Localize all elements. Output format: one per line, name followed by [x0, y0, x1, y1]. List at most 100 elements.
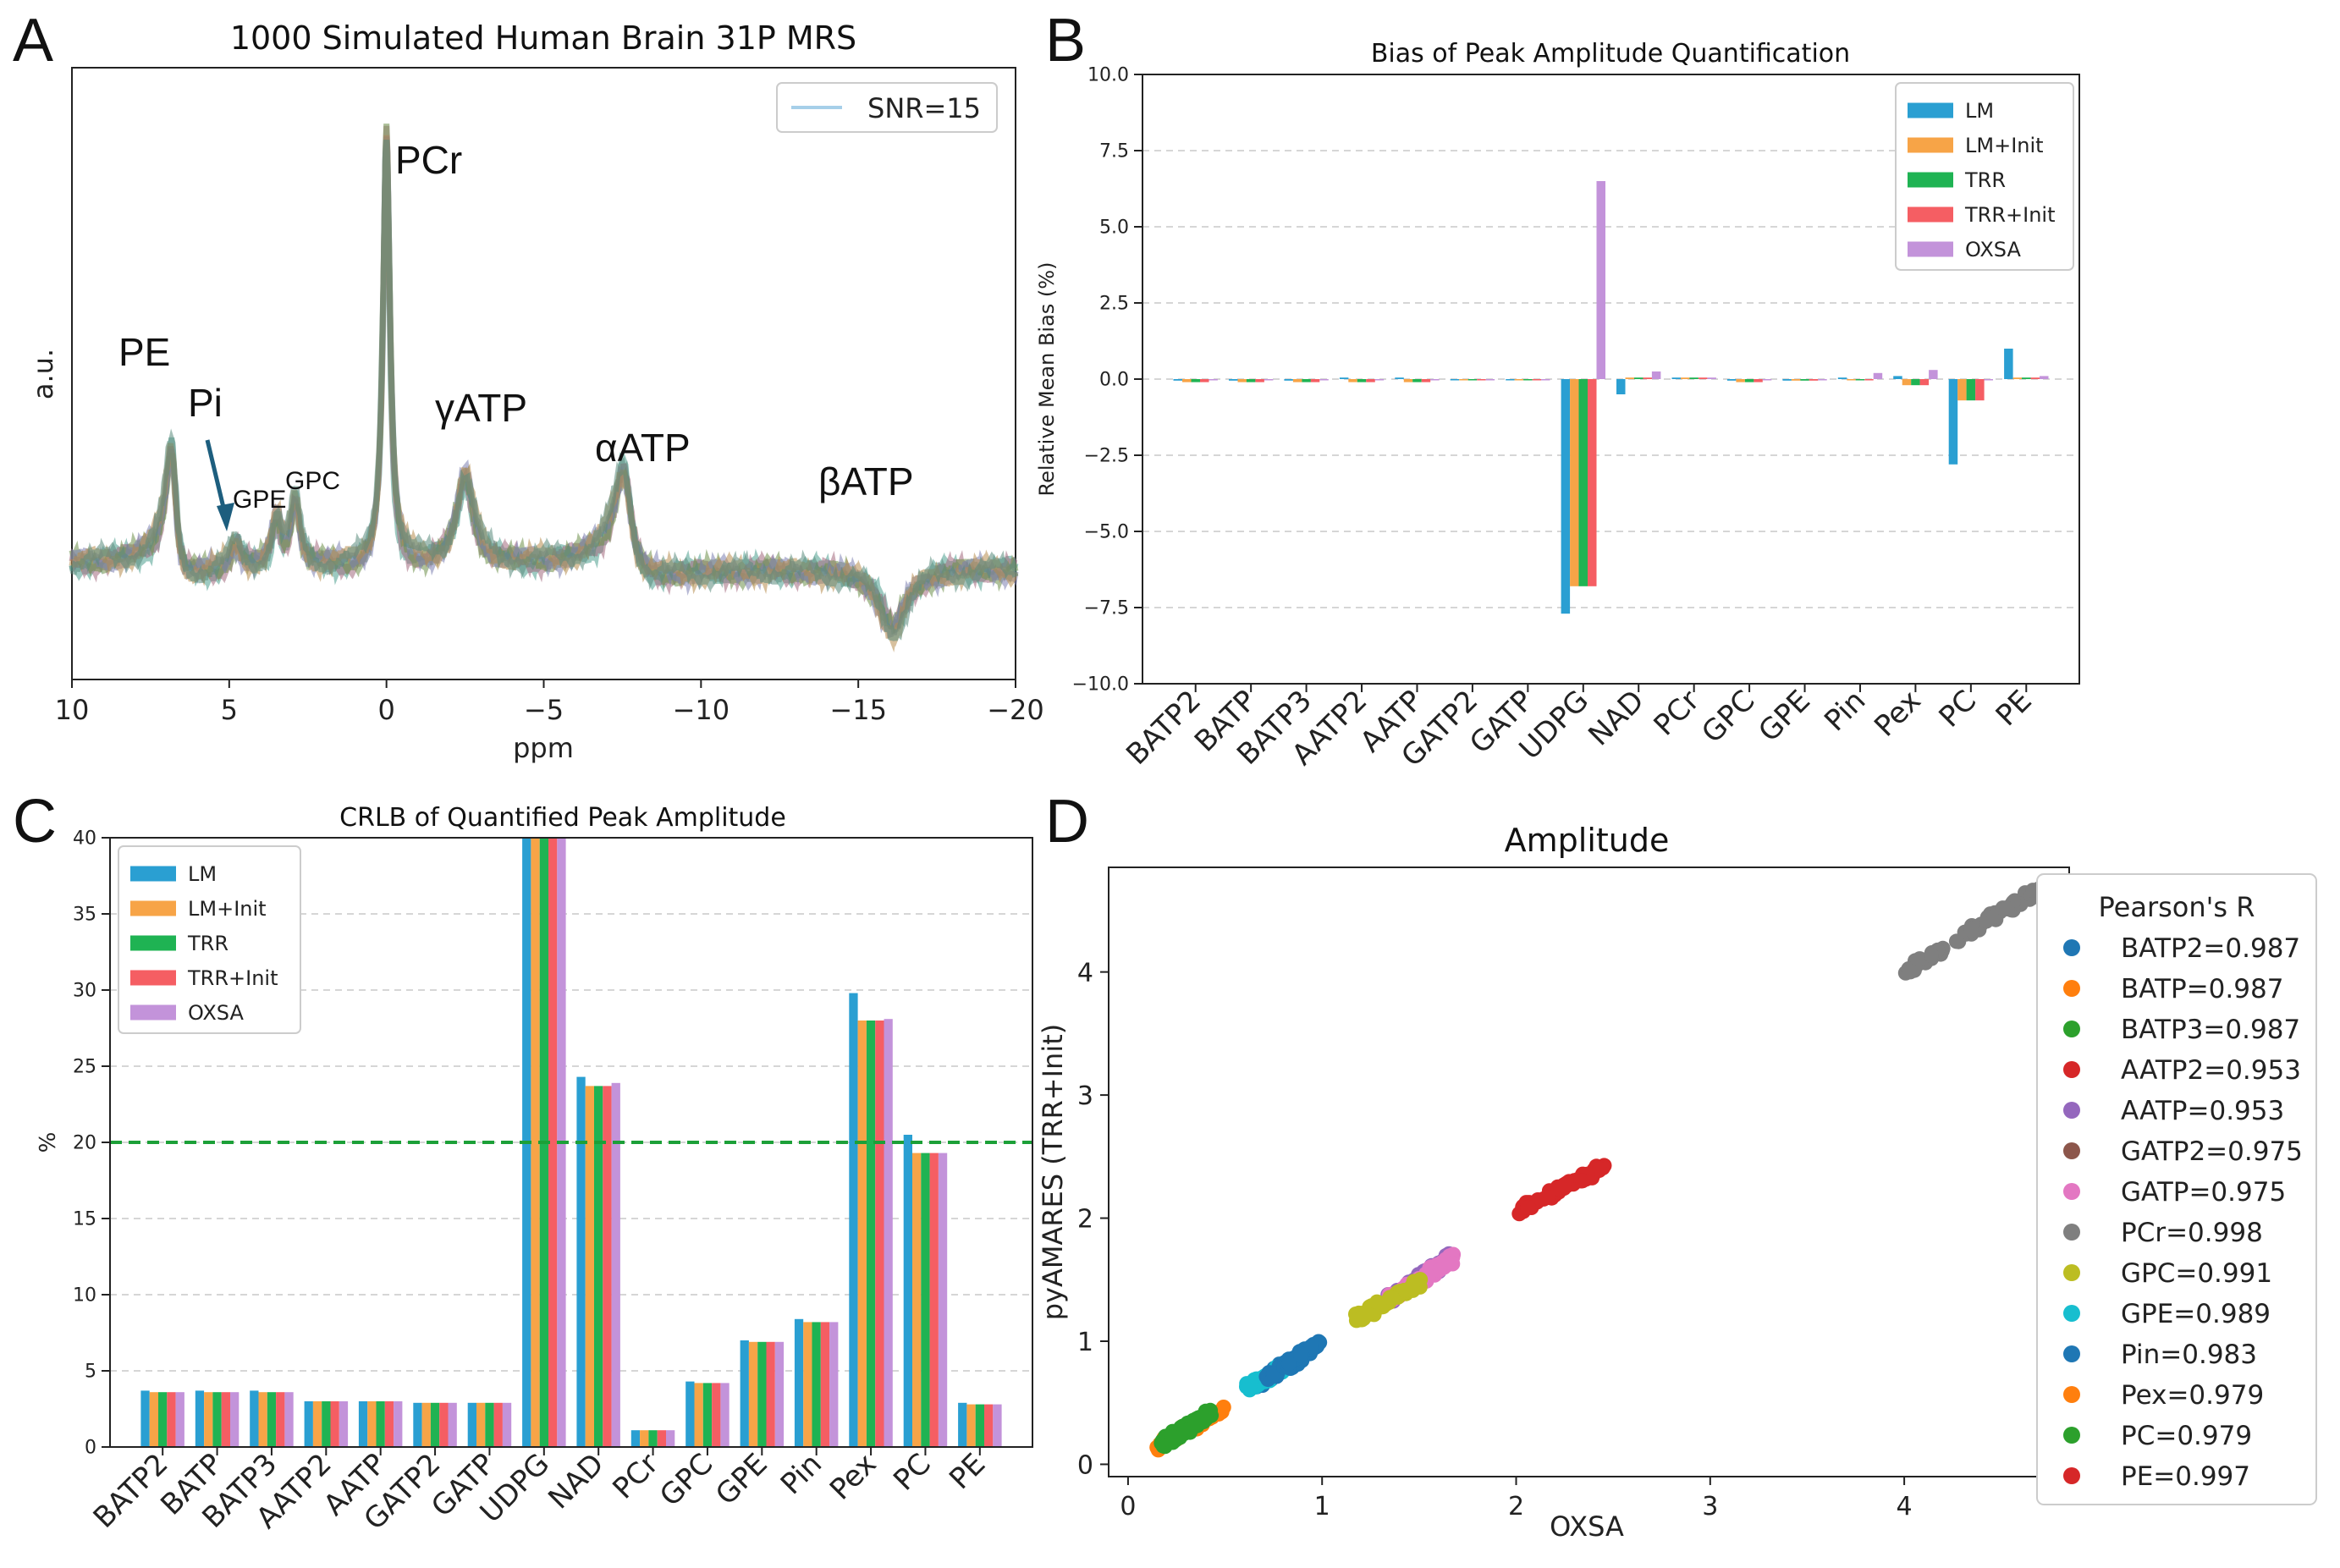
bar-trr-pex — [866, 1021, 876, 1447]
bar-oxsa-gatp2 — [1485, 379, 1495, 381]
legend-label-pe: PE=0.997 — [2121, 1461, 2250, 1492]
panel-a-x-ticks: 10 5 0 −5 −10 −15 −20 — [55, 679, 1044, 726]
panel-c-title: CRLB of Quantified Peak Amplitude — [339, 803, 786, 833]
bar-lm-init-gpe — [1791, 379, 1801, 381]
y-tick-label: 35 — [73, 905, 96, 926]
bar-lm-gatp2 — [413, 1402, 422, 1447]
bar-oxsa-pin — [829, 1322, 839, 1447]
point-pin — [1293, 1347, 1308, 1363]
bar-lm-init-pex — [1902, 379, 1912, 386]
bar-lm-batp3 — [1284, 379, 1293, 381]
bar-trr-init-udpg — [1588, 379, 1597, 586]
bar-trr-gpe — [1800, 379, 1809, 381]
bar-trr-init-aatp — [384, 1401, 394, 1447]
panel-a-x-tick-label: 0 — [377, 694, 394, 726]
bar-lm-init-gatp — [1514, 379, 1524, 381]
point-pe — [1592, 1161, 1608, 1177]
bar-trr-init-pc — [1975, 379, 1985, 401]
legend-label-batp2: BATP2=0.987 — [2121, 933, 2300, 964]
peak-label-pe: PE — [118, 330, 170, 374]
bar-lm-init-udpg — [531, 838, 540, 1447]
x-tick-label-pc: PC — [887, 1447, 938, 1498]
bar-lm-pin — [1837, 377, 1847, 379]
bar-trr-init-batp3 — [1310, 379, 1320, 382]
legend-label-trr: TRR — [1964, 168, 2006, 192]
panel-a-x-tick-label: −20 — [987, 694, 1044, 726]
bar-lm-nad — [576, 1076, 586, 1447]
y-tick-label: 20 — [73, 1133, 96, 1154]
bar-trr-aatp — [1412, 379, 1422, 382]
panel-c-crlb-chart: CRLB of Quantified Peak Amplitude 0 5 10 15… — [36, 803, 1033, 1537]
bar-trr-gpe — [757, 1341, 767, 1447]
panel-letter-d: D — [1045, 788, 1089, 856]
bar-trr-init-gatp — [1532, 379, 1542, 381]
bar-trr-batp3 — [267, 1392, 277, 1447]
panel-d-x-tick-label: 1 — [1314, 1492, 1330, 1521]
panel-a-legend-label: SNR=15 — [867, 92, 981, 124]
legend-swatch-lm — [130, 866, 176, 882]
bar-lm-init-aatp — [1403, 379, 1413, 382]
legend-label-batp3: BATP3=0.987 — [2121, 1015, 2300, 1045]
panel-a-x-tick-label: 5 — [221, 694, 238, 726]
bar-trr-init-aatp2 — [330, 1401, 339, 1447]
bar-trr-nad — [1634, 377, 1644, 379]
panel-a-spectrum-chart: 1000 Simulated Human Brain 31P MRS 10 5 0 −… — [27, 19, 1044, 764]
y-tick-label: −10.0 — [1072, 674, 1129, 696]
bar-trr-pin — [812, 1322, 821, 1447]
legend-label-aatp: AATP=0.953 — [2121, 1096, 2284, 1126]
x-tick-label-pe: PE — [1990, 684, 2039, 733]
legend-swatch-trr-init — [1908, 206, 1953, 223]
bar-lm-pe — [2004, 349, 2013, 379]
panel-a-legend: SNR=15 — [776, 82, 998, 133]
legend-swatch-oxsa — [1908, 241, 1953, 257]
point-pc — [1164, 1429, 1181, 1445]
legend-label-batp: BATP=0.987 — [2121, 974, 2283, 1004]
bar-lm-init-pe — [2012, 377, 2023, 379]
bar-trr-init-batp2 — [1200, 379, 1209, 382]
bar-trr-init-pe — [984, 1404, 994, 1447]
bar-trr-init-nad — [603, 1086, 612, 1447]
bar-trr-init-gatp2 — [439, 1402, 449, 1447]
bar-lm-init-udpg — [1570, 379, 1579, 586]
bar-lm-init-pcr — [1681, 377, 1690, 379]
panel-b-bias-chart: Bias of Peak Amplitude Quantification −1… — [1035, 39, 2080, 773]
y-tick-label: 2.5 — [1099, 294, 1129, 315]
panel-b-x-ticks: BATP2BATPBATP3AATP2AATPGATP2GATPUDPGNADP… — [1120, 684, 2039, 773]
y-tick-label: 7.5 — [1099, 141, 1129, 162]
panel-b-legend: LM LM+Init TRR TRR+Init OXSA — [1895, 82, 2074, 271]
spectrum-trace-5 — [69, 139, 1019, 641]
bar-trr-init-udpg — [548, 838, 558, 1447]
legend-label-pex: Pex=0.979 — [2121, 1380, 2264, 1411]
panel-d-x-tick-label: 3 — [1702, 1492, 1718, 1521]
bar-trr-init-gpe — [766, 1341, 775, 1447]
y-tick-label: −7.5 — [1084, 598, 1129, 619]
bar-trr-init-pex — [1919, 379, 1930, 386]
peak-label-gpc: GPC — [285, 467, 340, 495]
legend-label-oxsa: OXSA — [1965, 238, 2021, 261]
bar-lm-init-pin — [803, 1322, 812, 1447]
bar-trr-pcr — [648, 1430, 658, 1447]
point-pcr — [1999, 901, 2015, 916]
legend-marker-aatp — [2063, 1102, 2080, 1119]
bar-lm-aatp — [358, 1401, 368, 1447]
bar-lm-init-pc — [912, 1153, 922, 1447]
panel-d-y-label: pyAMARES (TRR+Init) — [1037, 1024, 1069, 1321]
bar-trr-init-pcr — [657, 1430, 666, 1447]
panel-a-x-tick-label: 10 — [55, 694, 90, 726]
panel-d-x-label: OXSA — [1550, 1510, 1624, 1543]
bar-oxsa-gatp2 — [448, 1402, 457, 1447]
legend-box — [118, 845, 301, 1034]
bar-lm-aatp — [1395, 377, 1404, 379]
bar-trr-batp2 — [1191, 379, 1200, 382]
bar-trr-init-batp2 — [167, 1392, 176, 1447]
legend-marker-pex — [2063, 1386, 2080, 1403]
bar-lm-gpe — [1782, 379, 1792, 381]
bar-trr-pe — [2022, 377, 2031, 379]
bar-lm-init-nad — [585, 1086, 594, 1447]
bar-lm-aatp2 — [1339, 377, 1349, 379]
bar-trr-pex — [1911, 379, 1920, 386]
legend-marker-batp2 — [2063, 939, 2080, 956]
bar-lm-pex — [1893, 376, 1902, 379]
bar-oxsa-pe — [2040, 376, 2049, 379]
y-tick-label: 15 — [73, 1209, 96, 1230]
